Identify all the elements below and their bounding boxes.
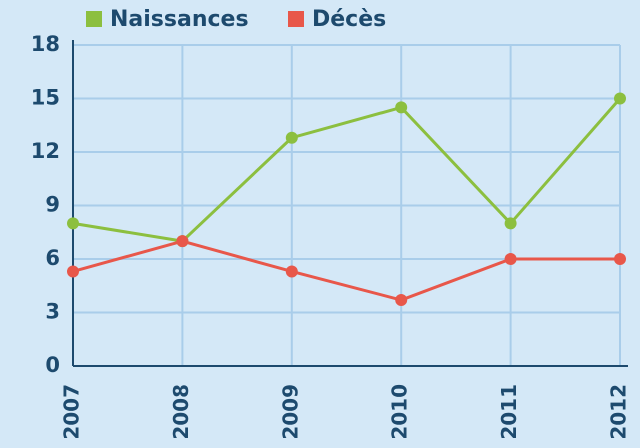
legend-swatch — [86, 11, 102, 27]
point — [67, 217, 79, 230]
y-tick-label: 0 — [45, 353, 60, 377]
point — [395, 294, 408, 307]
point — [395, 101, 408, 114]
point — [614, 92, 626, 105]
x-tick-label: 2009 — [278, 384, 302, 440]
y-tick-label: 6 — [45, 246, 60, 270]
x-tick-label: 2012 — [607, 384, 631, 440]
y-tick-label: 3 — [45, 300, 60, 324]
point — [176, 235, 189, 248]
point — [614, 253, 626, 265]
legend-swatch — [288, 11, 304, 27]
x-tick-label: 2010 — [388, 384, 412, 440]
point — [67, 265, 79, 278]
legend-label: Décès — [312, 7, 386, 32]
y-tick-label: 15 — [31, 86, 60, 110]
y-tick-label: 18 — [31, 32, 60, 56]
line — [72, 97, 622, 243]
point — [285, 265, 298, 278]
legend-label: Naissances — [110, 7, 249, 32]
line — [72, 239, 620, 302]
point — [504, 217, 517, 230]
x-tick-label: 2011 — [497, 384, 521, 440]
x-tick-label: 2007 — [60, 384, 84, 440]
y-tick-label: 12 — [31, 139, 60, 163]
point — [504, 253, 517, 265]
point — [285, 131, 298, 144]
y-tick-label: 9 — [45, 193, 60, 217]
x-tick-label: 2008 — [169, 384, 193, 440]
